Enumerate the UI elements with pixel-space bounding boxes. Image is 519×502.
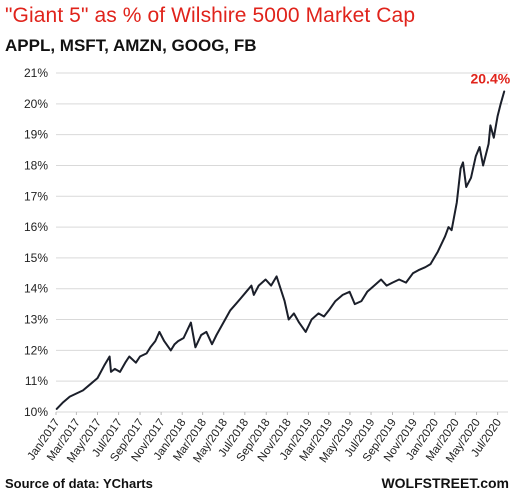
- y-tick-label: 17%: [24, 189, 48, 203]
- y-tick-label: 19%: [24, 128, 48, 142]
- end-value-label: 20.4%: [470, 70, 510, 86]
- y-tick-label: 15%: [24, 251, 48, 265]
- gridlines: [56, 72, 508, 413]
- chart-subtitle: APPL, MSFT, AMZN, GOOG, FB: [5, 36, 257, 55]
- y-tick-label: 20%: [24, 97, 48, 111]
- y-tick-label: 13%: [24, 313, 48, 327]
- y-tick-label: 12%: [24, 343, 48, 357]
- credit-watermark: WOLFSTREET.com: [381, 475, 509, 491]
- y-tick-label: 14%: [24, 282, 48, 296]
- x-axis-ticks: Jan/2017Mar/2017May/2017Jul/2017Sep/2017…: [25, 412, 504, 465]
- y-tick-label: 18%: [24, 158, 48, 172]
- series-line: [55, 90, 506, 410]
- source-note: Source of data: YCharts: [5, 476, 153, 491]
- chart-title: "Giant 5" as % of Wilshire 5000 Market C…: [5, 4, 416, 27]
- y-tick-label: 21%: [24, 66, 48, 80]
- y-tick-label: 16%: [24, 220, 48, 234]
- y-axis-ticks: 10% 11% 12% 13% 14% 15% 16% 17% 18% 19% 20% 21%: [24, 66, 48, 419]
- y-tick-label: 11%: [25, 374, 48, 388]
- y-tick-label: 10%: [24, 405, 48, 419]
